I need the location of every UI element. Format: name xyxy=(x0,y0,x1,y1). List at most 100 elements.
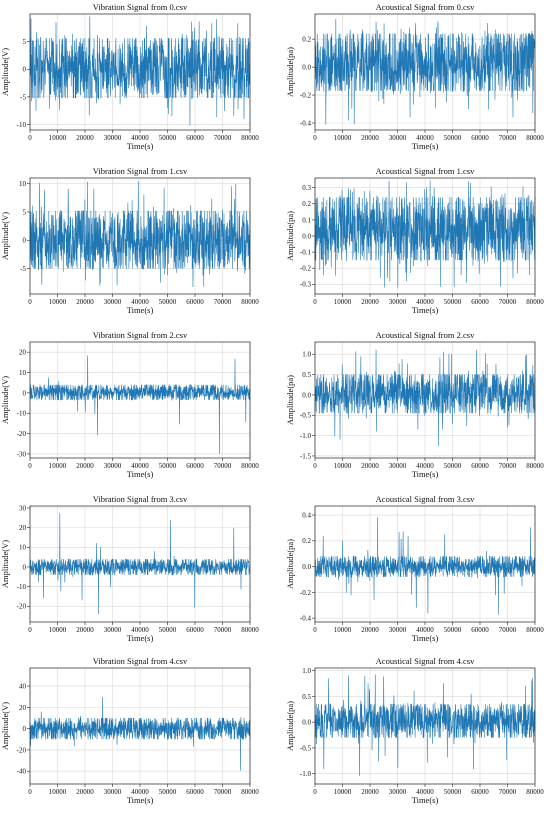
chart-title: Vibration Signal from 0.csv xyxy=(93,2,188,12)
subplot-2: Vibration Signal from 1.csv -5 0 5 10 0 10000 2… xyxy=(0,166,259,315)
subplot-0: Vibration Signal from 0.csv -10 -5 0 5 0 10000… xyxy=(0,2,259,151)
signal-series-line xyxy=(29,697,251,771)
y-tick-label: 1.0 xyxy=(302,351,311,359)
y-tick-label: 0.2 xyxy=(302,537,311,545)
plot-frame xyxy=(314,177,536,295)
x-tick-label: 30000 xyxy=(104,298,122,306)
y-tick-label: 0.3 xyxy=(302,184,311,192)
x-tick-label: 10000 xyxy=(49,134,67,142)
x-tick-label: 60000 xyxy=(471,626,489,634)
x-tick-label: 80000 xyxy=(241,134,259,142)
x-tick-label: 0 xyxy=(313,134,317,142)
x-tick-label: 50000 xyxy=(159,134,177,142)
y-tick-label: 0 xyxy=(23,389,27,397)
x-tick-label: 20000 xyxy=(361,462,379,470)
x-tick-label: 60000 xyxy=(471,134,489,142)
x-tick-label: 20000 xyxy=(361,788,379,796)
y-axis-label: Amplitude(V) xyxy=(0,702,10,750)
x-tick-label: 60000 xyxy=(471,298,489,306)
chart-title: Acoustical Signal from 1.csv xyxy=(376,166,475,176)
chart-title: Vibration Signal from 4.csv xyxy=(93,656,188,666)
y-tick-label: -1.5 xyxy=(300,452,312,460)
y-tick-label: 0.5 xyxy=(302,693,311,701)
y-axis-label: Amplitude(V) xyxy=(0,540,10,588)
x-tick-label: 80000 xyxy=(526,788,544,796)
x-tick-label: 50000 xyxy=(444,462,462,470)
x-tick-label: 0 xyxy=(313,462,317,470)
y-tick-label: 20 xyxy=(19,349,27,357)
y-tick-label: 0.0 xyxy=(302,232,311,240)
x-tick-label: 40000 xyxy=(131,298,149,306)
x-tick-label: 80000 xyxy=(526,298,544,306)
x-tick-label: 0 xyxy=(313,298,317,306)
x-tick-label: 60000 xyxy=(186,626,204,634)
plot-frame xyxy=(314,13,536,131)
x-tick-label: 60000 xyxy=(186,298,204,306)
x-tick-label: 80000 xyxy=(526,462,544,470)
x-tick-label: 40000 xyxy=(416,626,434,634)
x-axis-label: Time(s) xyxy=(412,633,439,643)
x-axis-label: Time(s) xyxy=(127,795,154,805)
y-tick-label: -1.0 xyxy=(300,770,312,778)
x-tick-label: 20000 xyxy=(361,298,379,306)
x-tick-label: 80000 xyxy=(526,626,544,634)
x-tick-label: 30000 xyxy=(389,462,407,470)
x-tick-label: 20000 xyxy=(361,626,379,634)
y-tick-label: -0.3 xyxy=(300,281,312,289)
x-tick-label: 40000 xyxy=(416,134,434,142)
y-tick-label: 0.2 xyxy=(302,36,311,44)
y-axis-label: Amplitude(V) xyxy=(0,212,10,260)
y-axis-label: Amplitude(V) xyxy=(0,376,10,424)
chart-title: Acoustical Signal from 4.csv xyxy=(376,656,475,666)
y-tick-label: -20 xyxy=(17,746,27,754)
x-tick-label: 60000 xyxy=(186,788,204,796)
chart-title: Acoustical Signal from 2.csv xyxy=(376,330,475,340)
subplot-5: Acoustical Signal from 2.csv -1.5 -1.0 -0.5… xyxy=(285,330,544,479)
x-axis-label: Time(s) xyxy=(412,795,439,805)
y-axis-label: Amplitude(pa) xyxy=(285,47,295,97)
x-tick-label: 40000 xyxy=(131,134,149,142)
y-tick-label: 0.2 xyxy=(302,200,311,208)
y-tick-label: -0.4 xyxy=(300,615,312,623)
x-tick-label: 50000 xyxy=(444,134,462,142)
x-axis-label: Time(s) xyxy=(412,469,439,479)
plot-frame xyxy=(314,341,536,459)
y-axis-label: Amplitude(pa) xyxy=(285,375,295,425)
subplot-4: Vibration Signal from 2.csv -30 -20 -10 0 10 2… xyxy=(0,330,259,479)
y-tick-label: -0.4 xyxy=(300,119,312,127)
x-tick-label: 10000 xyxy=(334,462,352,470)
chart-title: Vibration Signal from 2.csv xyxy=(93,330,188,340)
y-tick-label: 20 xyxy=(19,704,27,712)
x-tick-label: 50000 xyxy=(159,626,177,634)
x-axis-label: Time(s) xyxy=(412,141,439,151)
subplot-3: Acoustical Signal from 1.csv -0.3 -0.2 -0.1… xyxy=(285,166,544,315)
x-tick-label: 50000 xyxy=(444,788,462,796)
x-axis-label: Time(s) xyxy=(127,633,154,643)
x-tick-label: 60000 xyxy=(186,134,204,142)
x-axis-label: Time(s) xyxy=(127,141,154,151)
y-axis-label: Amplitude(pa) xyxy=(285,701,295,751)
y-axis-label: Amplitude(V) xyxy=(0,48,10,96)
y-tick-label: 1.0 xyxy=(302,667,311,675)
x-axis-label: Time(s) xyxy=(412,305,439,315)
x-tick-label: 20000 xyxy=(76,626,94,634)
x-tick-label: 0 xyxy=(28,462,32,470)
y-tick-label: 0.0 xyxy=(302,719,311,727)
x-tick-label: 0 xyxy=(28,298,32,306)
plot-frame xyxy=(29,13,251,131)
x-tick-label: 20000 xyxy=(76,298,94,306)
subplot-9: Acoustical Signal from 4.csv -1.0 -0.5 0.0 0… xyxy=(285,656,544,805)
x-tick-label: 50000 xyxy=(159,462,177,470)
y-tick-label: 10 xyxy=(19,369,27,377)
x-tick-label: 70000 xyxy=(214,626,232,634)
x-tick-label: 40000 xyxy=(131,788,149,796)
x-tick-label: 10000 xyxy=(334,626,352,634)
plot-frame xyxy=(314,505,536,623)
x-tick-label: 30000 xyxy=(389,626,407,634)
y-tick-label: 30 xyxy=(19,504,27,512)
x-tick-label: 60000 xyxy=(186,462,204,470)
x-axis-label: Time(s) xyxy=(127,305,154,315)
x-tick-label: 70000 xyxy=(499,462,517,470)
x-tick-label: 50000 xyxy=(444,298,462,306)
signal-series-line xyxy=(29,16,251,126)
